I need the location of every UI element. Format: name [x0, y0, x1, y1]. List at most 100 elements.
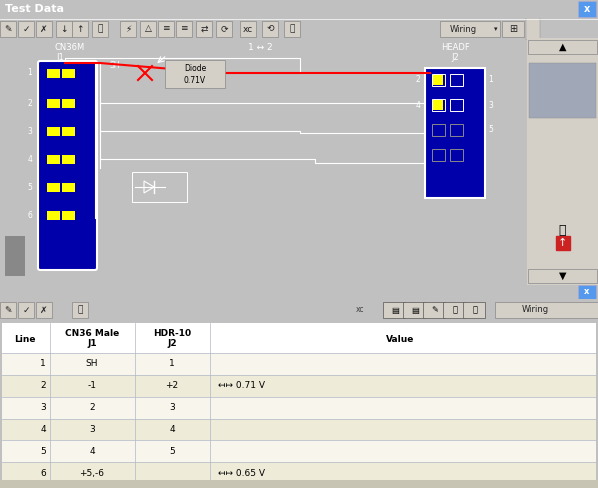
Text: 3: 3: [40, 403, 46, 412]
Text: xc: xc: [243, 24, 253, 34]
Text: ▾: ▾: [495, 26, 498, 32]
Bar: [432, 74, 445, 86]
Text: 2: 2: [415, 76, 420, 84]
Text: ↤↦ 0.65 V: ↤↦ 0.65 V: [218, 468, 265, 478]
Text: CN36 Male: CN36 Male: [65, 328, 119, 338]
Text: 6: 6: [40, 468, 46, 478]
Text: ✓: ✓: [22, 305, 30, 314]
Text: 2: 2: [41, 381, 46, 390]
Bar: [425, 68, 485, 198]
Text: x: x: [584, 287, 590, 297]
Bar: [2, 375, 596, 397]
Text: 5: 5: [169, 447, 175, 456]
Bar: [433, 75, 443, 85]
Text: ↓: ↓: [60, 24, 68, 34]
Text: 0.71V: 0.71V: [184, 77, 206, 85]
Bar: [578, 285, 596, 299]
Bar: [432, 149, 445, 161]
Bar: [2, 440, 596, 462]
Text: ↑: ↑: [77, 24, 84, 34]
Bar: [556, 236, 569, 250]
Bar: [2, 419, 596, 440]
Text: 3: 3: [488, 101, 493, 109]
Text: ⊞: ⊞: [509, 24, 517, 34]
Text: ⚡: ⚡: [125, 24, 131, 34]
Text: 1: 1: [169, 360, 175, 368]
Text: xc: xc: [356, 305, 364, 314]
Bar: [502, 21, 524, 37]
Bar: [2, 462, 596, 484]
Bar: [120, 21, 136, 37]
Text: 4: 4: [41, 425, 46, 434]
Text: ✎: ✎: [4, 24, 12, 34]
Text: 5: 5: [40, 447, 46, 456]
Text: 5: 5: [27, 183, 32, 191]
Text: J2: J2: [167, 339, 177, 347]
Text: ⟲: ⟲: [266, 24, 274, 34]
Bar: [72, 21, 88, 37]
Bar: [432, 124, 445, 136]
Text: Wiring: Wiring: [521, 305, 548, 314]
Bar: [463, 302, 485, 318]
Bar: [433, 100, 443, 110]
Bar: [18, 21, 34, 37]
Bar: [176, 21, 192, 37]
Text: ↤↦ 0.71 V: ↤↦ 0.71 V: [218, 381, 265, 390]
Text: J1: J1: [87, 339, 97, 347]
Bar: [62, 155, 75, 164]
Text: ▤: ▤: [391, 305, 399, 314]
Bar: [578, 1, 596, 17]
Text: Line: Line: [14, 334, 36, 344]
Text: J1: J1: [56, 54, 64, 62]
Text: ≡: ≡: [162, 24, 170, 34]
Text: ⬛: ⬛: [77, 305, 83, 314]
Bar: [529, 63, 596, 118]
Bar: [450, 74, 463, 86]
Text: 1: 1: [28, 68, 32, 78]
Bar: [450, 124, 463, 136]
Text: J2: J2: [451, 54, 459, 62]
Bar: [47, 155, 60, 164]
Bar: [0, 21, 16, 37]
Text: 3: 3: [169, 403, 175, 412]
Text: 👁: 👁: [559, 224, 566, 237]
Bar: [0, 302, 16, 318]
Text: ⤢: ⤢: [289, 24, 295, 34]
Text: 1: 1: [488, 76, 493, 84]
Text: ▤: ▤: [411, 305, 419, 314]
Text: 1: 1: [40, 360, 46, 368]
Bar: [216, 21, 232, 37]
Bar: [240, 21, 256, 37]
Text: ▲: ▲: [559, 42, 566, 52]
Bar: [18, 302, 34, 318]
Text: -1: -1: [87, 381, 96, 390]
Text: SH: SH: [110, 61, 120, 70]
Bar: [528, 269, 597, 283]
Bar: [528, 40, 597, 54]
Text: 📋: 📋: [453, 305, 457, 314]
Bar: [440, 21, 500, 37]
Text: +2: +2: [166, 381, 179, 390]
Text: ✎: ✎: [4, 305, 12, 314]
Bar: [403, 302, 425, 318]
Bar: [72, 302, 88, 318]
Text: ⬛: ⬛: [97, 24, 103, 34]
Text: ✗: ✗: [40, 24, 48, 34]
Text: ≡: ≡: [180, 24, 188, 34]
Text: ✓: ✓: [22, 24, 30, 34]
Text: CN36M: CN36M: [55, 43, 85, 53]
Bar: [495, 302, 598, 318]
Text: x: x: [584, 4, 590, 14]
FancyBboxPatch shape: [38, 61, 97, 270]
Bar: [92, 21, 108, 37]
Text: Wiring: Wiring: [450, 24, 477, 34]
Bar: [450, 99, 463, 111]
Bar: [47, 69, 60, 78]
Bar: [423, 302, 445, 318]
Bar: [526, 18, 540, 40]
Text: Diode: Diode: [184, 64, 206, 73]
Bar: [47, 127, 60, 136]
Bar: [62, 127, 75, 136]
Text: ✗: ✗: [40, 305, 48, 314]
Bar: [2, 323, 596, 353]
